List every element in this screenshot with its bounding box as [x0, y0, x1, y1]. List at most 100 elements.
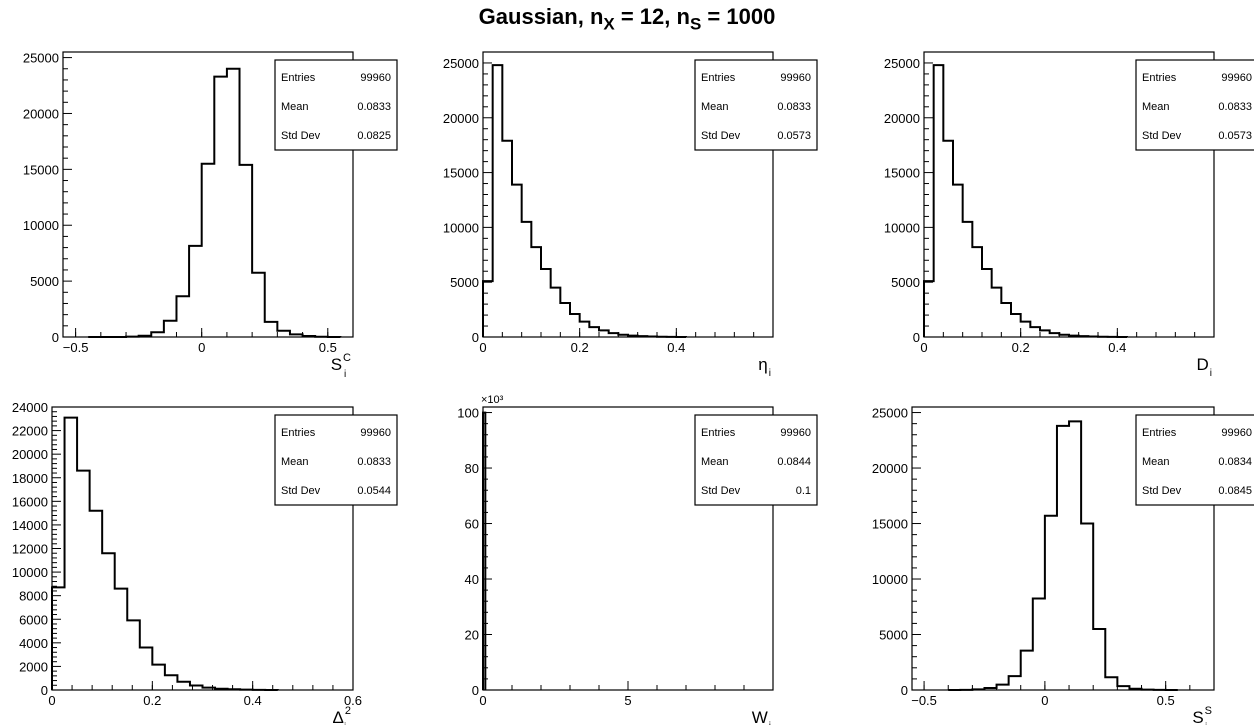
histogram-bin: [1081, 524, 1093, 690]
stats-value: 99960: [780, 72, 811, 84]
histogram-bin: [589, 327, 599, 337]
stats-value: 0.0844: [777, 456, 811, 468]
histogram-bin: [90, 511, 103, 690]
stats-value: 0.0834: [1218, 456, 1252, 468]
histogram-bin: [992, 288, 1002, 337]
histogram-bin: [214, 77, 227, 337]
y-tick-label: 60: [465, 517, 479, 532]
stats-box: [694, 414, 818, 506]
histogram-bin: [1057, 426, 1069, 690]
stats-box: [1135, 414, 1254, 506]
histogram-bin: [982, 269, 992, 337]
y-tick-label: 20: [465, 628, 479, 643]
stats-value: 99960: [360, 427, 391, 439]
histogram-pad-2: 0 5000 10000 15000 20000 25000 0 0.2 0.4 Entries 9…: [443, 51, 818, 379]
y-tick-label: 25000: [884, 56, 920, 71]
stats-label: Mean: [1142, 101, 1170, 113]
stats-label: Entries: [281, 72, 316, 84]
title-sub-x: X: [603, 14, 615, 34]
title-suffix: = 1000: [701, 4, 776, 29]
y-tick-label: 18000: [12, 471, 48, 486]
y-exponent-label: ×10³: [481, 394, 504, 406]
y-tick-label: 15000: [443, 166, 479, 181]
stats-label: Std Dev: [1142, 130, 1182, 142]
histogram-bin: [570, 314, 580, 337]
histogram-bin: [77, 471, 90, 690]
stats-label: Std Dev: [701, 130, 741, 142]
x-tick-label: −0.5: [63, 340, 89, 355]
histogram-bin: [580, 322, 590, 337]
plot-frame: [911, 406, 1215, 691]
x-axis-label: SC i: [331, 352, 351, 380]
histogram-bin: [560, 303, 570, 337]
histogram-bin: [1001, 303, 1011, 337]
y-tick-label: 5000: [891, 275, 920, 290]
histogram-bin: [483, 281, 493, 337]
y-tick-label: 80: [465, 461, 479, 476]
x-tick-label: 0.4: [244, 693, 262, 708]
stats-value: 0.0573: [777, 130, 811, 142]
stats-label: Mean: [281, 101, 309, 113]
histogram-bin: [1105, 677, 1117, 690]
histogram-bin: [934, 65, 944, 337]
histogram-bin: [115, 589, 128, 690]
histogram-bin: [551, 288, 561, 337]
x-tick-label: 0.2: [143, 693, 161, 708]
stats-label: Mean: [701, 101, 729, 113]
histogram-bin: [972, 247, 982, 337]
y-tick-label: 15000: [884, 166, 920, 181]
histogram-bin: [953, 185, 963, 337]
histogram-bin: [512, 185, 522, 337]
x-tick-label: 0.4: [667, 340, 685, 355]
x-axis-label: ηi: [758, 355, 771, 379]
stats-label: Std Dev: [281, 130, 321, 142]
x-tick-label: 0: [479, 693, 486, 708]
y-tick-label: 16000: [12, 494, 48, 509]
histogram-outline: [88, 67, 342, 338]
y-tick-label: 5000: [879, 628, 908, 643]
histogram-outline: [482, 411, 487, 690]
stats-value: 0.0845: [1218, 485, 1252, 497]
histogram-bin: [1030, 327, 1040, 337]
stats-value: 99960: [1221, 427, 1252, 439]
stats-label: Mean: [701, 456, 729, 468]
x-tick-label: 0.6: [344, 693, 362, 708]
y-tick-label: 0: [52, 330, 59, 345]
stats-value: 0.0825: [357, 130, 391, 142]
stats-value: 0.0544: [357, 485, 391, 497]
title-sub-s: S: [689, 14, 702, 34]
histogram-bin: [52, 587, 65, 690]
y-tick-label: 15000: [872, 517, 908, 532]
y-tick-label: 20000: [872, 461, 908, 476]
y-tick-label: 25000: [443, 56, 479, 71]
stats-value: 99960: [780, 427, 811, 439]
histogram-bin: [177, 682, 190, 690]
x-tick-label: −0.5: [911, 693, 937, 708]
x-axis-label: Δ2i: [333, 705, 351, 725]
x-tick-label: 0.4: [1108, 340, 1126, 355]
histogram-bin: [140, 648, 153, 690]
histogram-bin: [1093, 629, 1105, 690]
stats-value: 0.0573: [1218, 130, 1252, 142]
y-tick-label: 20000: [443, 111, 479, 126]
y-tick-label: 8000: [19, 589, 48, 604]
histogram-bin: [1009, 676, 1021, 690]
y-tick-label: 14000: [12, 518, 48, 533]
histogram-bin: [265, 322, 278, 337]
y-tick-label: 20000: [884, 111, 920, 126]
y-tick-label: 24000: [12, 400, 48, 415]
y-tick-label: 10000: [12, 565, 48, 580]
x-axis-label: Di: [1196, 355, 1212, 379]
stats-label: Std Dev: [281, 485, 321, 497]
y-tick-label: 20000: [12, 447, 48, 462]
x-tick-label: 5: [624, 693, 631, 708]
histogram-outline: [948, 420, 1178, 691]
histogram-pad-1: 0 5000 10000 15000 20000 25000 −0.5 0 0.5 Entries…: [23, 51, 398, 380]
histogram-bin: [1021, 651, 1033, 690]
stats-label: Entries: [701, 427, 736, 439]
histogram-bin: [522, 222, 532, 337]
stats-box: [274, 414, 398, 506]
x-tick-label: 0.5: [319, 340, 337, 355]
